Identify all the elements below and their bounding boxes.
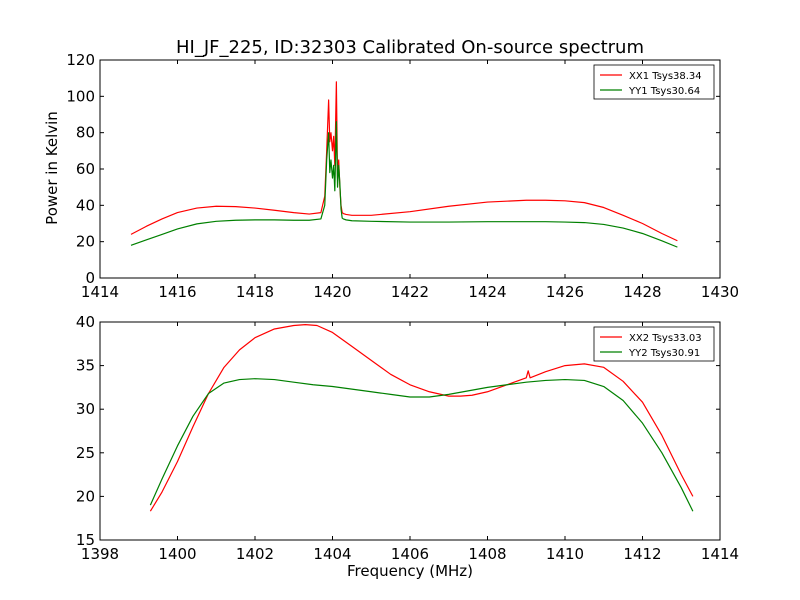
x-tick-label: 1414 [81,283,119,301]
x-tick-label: 1402 [236,545,274,563]
y-tick-label: 80 [76,124,95,142]
y-tick-label: 25 [76,444,95,462]
y-tick-label: 100 [66,87,95,105]
x-tick-label: 1400 [158,545,196,563]
y-tick-label: 30 [76,400,95,418]
plot-area: 1414 1416 1418 1420 1422 1424 1426 1428 1430 0 20 4… [66,51,739,563]
y-tick-label: 35 [76,357,95,375]
legend-box [593,326,715,362]
legend-label: YY1 Tsys30.64 [628,86,700,97]
y-tick-label: 20 [76,233,95,251]
legend-box [593,64,715,100]
subplot-2: 1398 1400 1402 1404 1406 1408 1410 1412 1414 15 20… [76,313,739,563]
chart-title: HI_JF_225, ID:32303 Calibrated On-source… [176,37,644,58]
subplot-1: 1414 1416 1418 1420 1422 1424 1426 1428 1430 0 20 4… [66,51,739,301]
x-tick-label: 1410 [546,545,584,563]
x-tick-label: 1428 [623,283,661,301]
y-tick-label: 0 [85,269,95,287]
x-tick-label: 1430 [701,283,739,301]
x-tick-label: 1412 [623,545,661,563]
y-tick-label: 20 [76,487,95,505]
series-line-1-2 [130,121,678,248]
y-axis-label: Power in Kelvin [43,111,61,225]
series-line-2-1 [149,324,694,512]
x-tick-label: 1424 [468,283,506,301]
x-tick-label: 1422 [391,283,429,301]
x-tick-label: 1418 [236,283,274,301]
x-tick-label: 1426 [546,283,584,301]
legend-2: XX2 Tsys33.03 YY2 Tsys30.91 [593,326,715,362]
y-tick-label: 60 [76,160,95,178]
legend-label: XX2 Tsys33.03 [629,333,702,344]
x-tick-label: 1406 [391,545,429,563]
y-tick-label: 15 [76,531,95,549]
x-axis-label: Frequency (MHz) [347,562,473,580]
legend-label: YY2 Tsys30.91 [628,348,700,359]
x-tick-label: 1398 [81,545,119,563]
series-line-2-2 [149,378,694,512]
y-tick-label: 40 [76,313,95,331]
x-tick-label: 1408 [468,545,506,563]
y-tick-label: 120 [66,51,95,69]
x-tick-label: 1414 [701,545,739,563]
x-tick-label: 1416 [158,283,196,301]
x-tick-label: 1420 [313,283,351,301]
y-tick-label: 40 [76,196,95,214]
legend-1: XX1 Tsys38.34 YY1 Tsys30.64 [593,64,715,100]
legend-label: XX1 Tsys38.34 [629,71,702,82]
x-tick-label: 1404 [313,545,351,563]
